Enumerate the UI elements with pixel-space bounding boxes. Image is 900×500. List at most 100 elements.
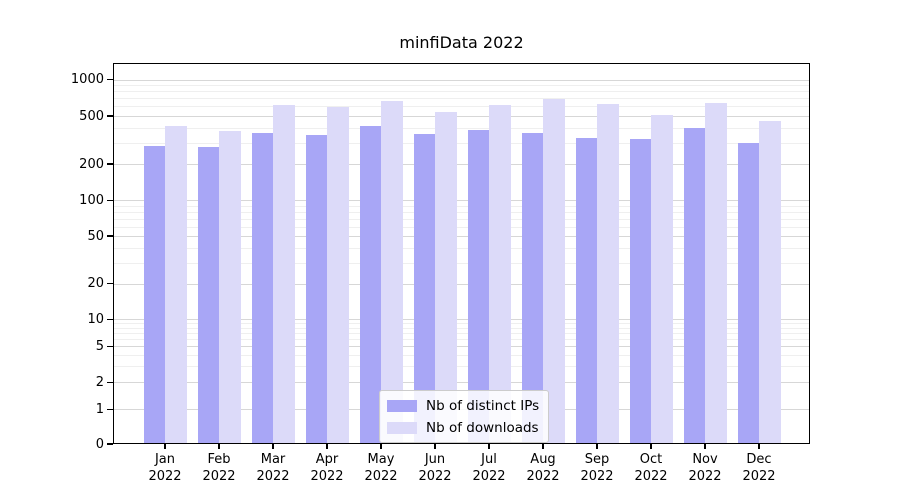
legend: Nb of distinct IPs Nb of downloads [379,390,550,443]
y-tick-label: 100 [79,192,104,208]
minor-gridline [113,328,810,329]
minor-gridline [113,106,810,108]
x-tick-label: Sep 2022 [580,452,614,484]
x-tick-mark [650,444,652,449]
minor-gridline [113,339,810,341]
y-tick-mark [107,282,113,285]
minor-gridline [113,205,810,207]
y-tick-label: 0 [95,436,104,452]
x-tick-mark [164,444,166,449]
x-tick-label: Oct 2022 [634,452,668,484]
y-tick-mark [107,199,113,202]
bar-distinct-ips [197,147,219,444]
legend-swatch-distinct-ips [387,399,417,412]
legend-item-downloads: Nb of downloads [387,418,539,437]
minor-gridline [113,91,810,93]
x-tick-label: Nov 2022 [688,452,722,484]
major-gridline [113,319,810,321]
bar-distinct-ips [251,132,273,444]
x-tick-label: Feb 2022 [202,452,236,484]
x-tick-label: Aug 2022 [526,452,560,484]
bar-downloads [219,131,241,444]
minor-gridline [113,211,810,213]
bar-downloads [759,120,781,444]
major-gridline [113,200,810,202]
bar-distinct-ips [359,125,381,444]
bar-distinct-ips [629,138,651,444]
minor-gridline [113,127,810,129]
minor-gridline [113,355,810,357]
minor-gridline [113,262,810,264]
y-tick-label: 20 [87,276,104,291]
bar-downloads [327,107,349,444]
x-tick-label: Mar 2022 [256,452,290,484]
major-gridline [113,283,810,285]
y-tick-mark [107,443,113,445]
bar-distinct-ips [143,146,165,444]
minor-gridline [113,98,810,100]
x-tick-mark [326,444,328,449]
legend-swatch-downloads [387,421,417,434]
bar-downloads [705,102,727,444]
bar-downloads [489,105,511,444]
y-tick-mark [107,318,113,320]
y-tick-mark [107,115,113,117]
bar-downloads [435,112,457,444]
minor-gridline [113,247,810,249]
major-gridline [113,164,810,165]
minor-gridline [113,323,810,325]
bar-downloads [273,104,295,444]
y-tick-label: 2 [95,374,104,390]
legend-label-distinct-ips: Nb of distinct IPs [426,397,540,414]
y-tick-mark [107,235,113,237]
y-axis-tick-labels: 0 1 2 5 10 20 50 100 200 500 1000 [0,63,104,451]
y-tick-label: 50 [87,228,104,244]
y-tick-label: 10 [87,311,104,327]
chart-title: minfiData 2022 [399,33,524,52]
y-tick-label: 1 [95,401,104,417]
x-tick-mark [272,444,274,449]
x-tick-mark [596,444,598,449]
x-tick-mark [542,444,544,449]
x-tick-label: Jan 2022 [148,452,182,484]
y-tick-mark [107,345,113,348]
y-tick-mark [107,163,113,165]
y-tick-mark [107,381,113,383]
legend-label-downloads: Nb of downloads [426,419,539,436]
bar-downloads [651,114,673,444]
bar-distinct-ips [575,137,597,444]
bar-distinct-ips [413,133,435,444]
bar-distinct-ips [737,142,759,444]
minor-gridline [113,142,810,144]
plot-area [113,63,810,444]
bar-downloads [597,103,619,444]
bar-distinct-ips [467,129,489,444]
x-tick-label: Jun 2022 [418,452,452,484]
x-tick-mark [488,444,490,449]
minor-gridline [113,333,810,335]
major-gridline [113,382,810,384]
x-tick-label: Apr 2022 [310,452,344,484]
x-tick-label: Jul 2022 [472,452,506,484]
bar-distinct-ips [305,135,327,444]
major-gridline [113,236,810,238]
minor-gridline [113,226,810,228]
x-tick-mark [380,444,382,449]
minor-gridline [113,85,810,87]
x-tick-label: May 2022 [364,452,398,484]
x-tick-mark [758,444,760,449]
bar-downloads [381,101,403,444]
y-tick-mark [107,408,113,410]
bar-downloads [543,98,565,444]
bar-downloads [165,125,187,444]
legend-item-distinct-ips: Nb of distinct IPs [387,396,539,415]
x-tick-mark [434,444,436,449]
bar-distinct-ips [683,127,705,444]
x-tick-label: Dec 2022 [742,452,776,484]
bar-distinct-ips [521,133,543,444]
x-axis-tick-labels: Jan 2022 Feb 2022 Mar 2022 Apr 2022 May 2022… [113,452,810,492]
x-tick-mark [218,444,220,449]
major-gridline [113,116,810,117]
minor-gridline [113,218,810,220]
